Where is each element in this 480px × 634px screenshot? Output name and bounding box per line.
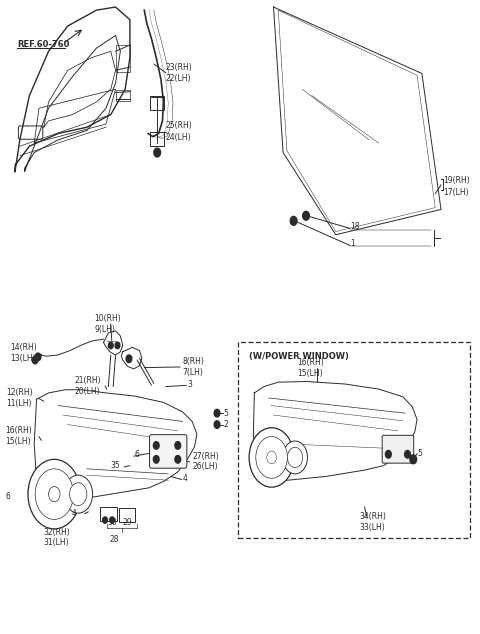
Text: 5: 5	[223, 409, 228, 418]
Circle shape	[405, 451, 410, 458]
Circle shape	[385, 451, 391, 458]
Circle shape	[256, 437, 288, 478]
Circle shape	[267, 451, 276, 463]
Text: 33(LH): 33(LH)	[360, 522, 385, 531]
Circle shape	[249, 428, 294, 487]
Text: 31(LH): 31(LH)	[44, 538, 70, 547]
Text: 18: 18	[350, 222, 360, 231]
Circle shape	[35, 353, 41, 361]
Text: 30: 30	[107, 518, 117, 527]
Circle shape	[115, 342, 120, 349]
Circle shape	[64, 475, 93, 513]
Text: 6: 6	[5, 492, 11, 501]
Circle shape	[175, 456, 180, 463]
Text: 15(LH): 15(LH)	[298, 369, 323, 378]
Text: 25(RH): 25(RH)	[166, 122, 192, 131]
Text: 21(RH): 21(RH)	[75, 376, 101, 385]
FancyBboxPatch shape	[100, 507, 117, 521]
Circle shape	[175, 442, 180, 450]
Circle shape	[283, 441, 308, 474]
Text: 32(RH): 32(RH)	[44, 527, 71, 536]
FancyBboxPatch shape	[120, 508, 135, 522]
Circle shape	[103, 517, 108, 523]
Circle shape	[126, 355, 132, 363]
Text: 24(LH): 24(LH)	[166, 133, 192, 142]
FancyBboxPatch shape	[150, 96, 164, 110]
Text: (W/POWER WINDOW): (W/POWER WINDOW)	[249, 353, 348, 361]
Circle shape	[214, 410, 220, 417]
Circle shape	[410, 455, 417, 463]
Text: 7(LH): 7(LH)	[182, 368, 204, 377]
FancyBboxPatch shape	[382, 436, 414, 463]
Text: 1: 1	[350, 239, 355, 248]
Text: 22(LH): 22(LH)	[166, 74, 192, 83]
Text: 27(RH): 27(RH)	[192, 451, 219, 461]
FancyBboxPatch shape	[116, 90, 130, 101]
Circle shape	[108, 342, 113, 349]
Text: 12(RH): 12(RH)	[6, 389, 33, 398]
Text: 15(LH): 15(LH)	[5, 437, 31, 446]
Circle shape	[154, 148, 160, 157]
Text: 29: 29	[123, 518, 132, 527]
Circle shape	[303, 211, 310, 220]
Text: 6: 6	[135, 450, 140, 460]
Circle shape	[290, 216, 297, 225]
FancyBboxPatch shape	[18, 126, 43, 139]
Text: 9(LH): 9(LH)	[94, 325, 115, 333]
Text: 14(RH): 14(RH)	[10, 344, 37, 353]
FancyBboxPatch shape	[150, 435, 187, 468]
Text: 19(RH): 19(RH)	[444, 176, 470, 186]
FancyBboxPatch shape	[150, 132, 164, 146]
Circle shape	[35, 469, 73, 519]
Text: 4: 4	[72, 508, 76, 517]
Text: 23(RH): 23(RH)	[166, 63, 192, 72]
Text: 5: 5	[417, 449, 422, 458]
Text: 16(RH): 16(RH)	[5, 427, 32, 436]
Text: 8(RH): 8(RH)	[182, 357, 204, 366]
Text: 17(LH): 17(LH)	[444, 188, 469, 197]
Circle shape	[70, 482, 87, 505]
FancyBboxPatch shape	[238, 342, 470, 538]
Circle shape	[214, 421, 220, 429]
Text: 34(RH): 34(RH)	[360, 512, 386, 521]
Circle shape	[154, 456, 159, 463]
Circle shape	[48, 486, 60, 501]
Circle shape	[110, 517, 115, 523]
Text: 28: 28	[110, 535, 120, 544]
Text: 20(LH): 20(LH)	[75, 387, 100, 396]
Circle shape	[288, 448, 303, 467]
Text: 2: 2	[223, 420, 228, 429]
Circle shape	[154, 442, 159, 450]
FancyBboxPatch shape	[116, 45, 130, 72]
Text: 10(RH): 10(RH)	[94, 314, 121, 323]
Text: 4: 4	[182, 474, 188, 483]
Text: 26(LH): 26(LH)	[192, 462, 218, 472]
Circle shape	[32, 356, 38, 364]
Circle shape	[28, 460, 81, 529]
Text: 35: 35	[111, 461, 120, 470]
Text: 11(LH): 11(LH)	[6, 399, 32, 408]
Text: 13(LH): 13(LH)	[10, 354, 36, 363]
Text: 3: 3	[187, 380, 192, 389]
Text: REF.60-760: REF.60-760	[17, 41, 70, 49]
Text: 16(RH): 16(RH)	[298, 358, 324, 367]
